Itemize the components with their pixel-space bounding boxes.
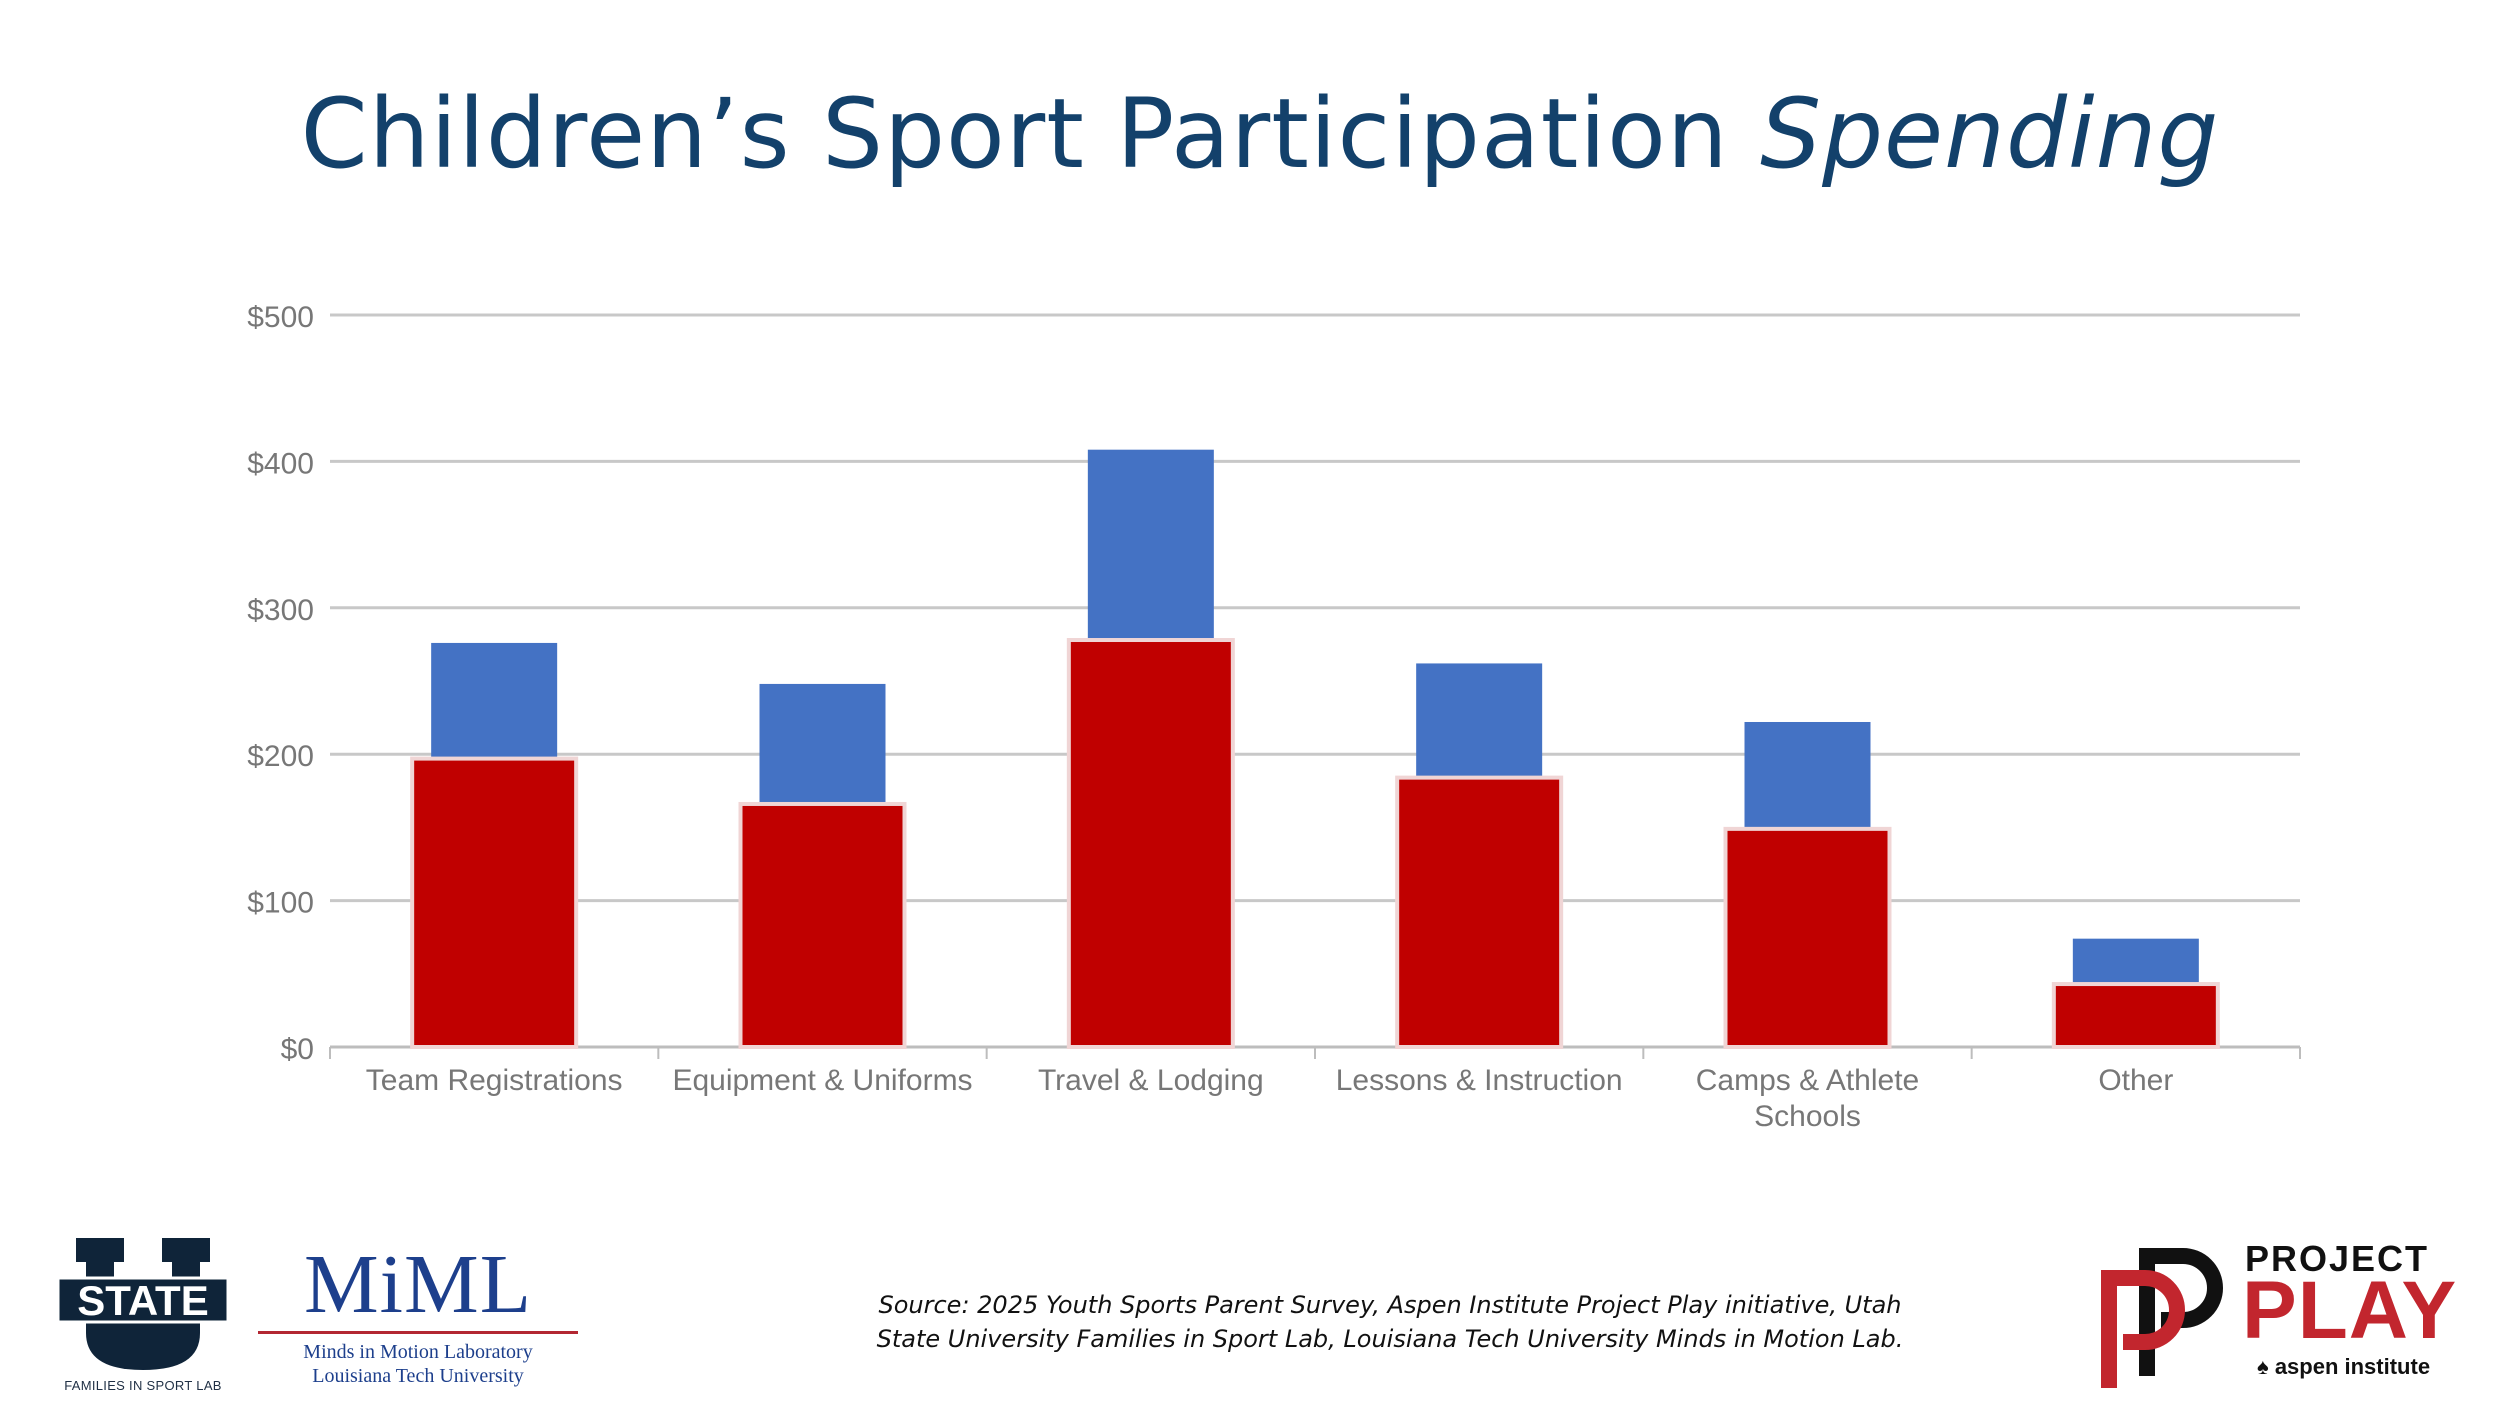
x-tick-label: Equipment & Uniforms [672, 1064, 972, 1097]
miml-line-1: Minds in Motion Laboratory [303, 1341, 533, 1363]
bar-series-2 [1066, 638, 1235, 1049]
project-play-word-play: PLAY [2242, 1265, 2458, 1356]
x-tick-label: Lessons & Instruction [1336, 1064, 1623, 1097]
y-tick-label: $500 [247, 301, 314, 334]
usu-wordmark: STATE [77, 1277, 208, 1324]
spade-icon: ♠ [2257, 1354, 2269, 1379]
title-main: Children’s Sport Participation [300, 78, 1761, 190]
project-play-pp-mark [2101, 1248, 2223, 1388]
gridlines [329, 313, 2301, 1059]
project-play-word-project: PROJECT [2245, 1238, 2430, 1279]
x-tick-label-line: Schools [1754, 1100, 1861, 1133]
x-tick-label-line: Team Registrations [366, 1064, 623, 1097]
miml-logo: MiML Minds in Motion Laboratory Louisian… [258, 1238, 578, 1388]
x-tick-label-line: Camps & Athlete [1696, 1064, 1919, 1097]
usu-lab-caption: FAMILIES IN SPORT LAB [64, 1378, 222, 1393]
x-tick-label-line: Travel & Lodging [1038, 1064, 1264, 1097]
spending-bar-chart: $0 $100 $200 $300 $400 $500 Team Registration… [247, 301, 2301, 1133]
miml-line-2: Louisiana Tech University [312, 1365, 524, 1387]
aspen-institute-text: aspen institute [2274, 1354, 2431, 1379]
title-italic: Spending [1760, 78, 2220, 190]
bar-series-2 [410, 756, 579, 1049]
usu-u-state-mark: STATE [58, 1238, 228, 1370]
x-tick-label-line: Lessons & Instruction [1336, 1064, 1623, 1097]
bar-series-2 [2051, 982, 2220, 1049]
y-tick-label: $200 [247, 740, 314, 773]
x-tick-label: Travel & Lodging [1038, 1064, 1264, 1097]
y-tick-label: $0 [281, 1033, 314, 1066]
y-tick-label: $300 [247, 594, 314, 627]
source-line-2: State University Families in Sport Lab, … [876, 1325, 1904, 1353]
bar-series-2 [738, 801, 907, 1050]
bar-series-2 [1395, 775, 1564, 1050]
miml-divider [258, 1331, 578, 1334]
source-line-1: Source: 2025 Youth Sports Parent Survey,… [878, 1291, 1902, 1319]
source-note: Source: 2025 Youth Sports Parent Survey,… [650, 1288, 2130, 1356]
bars [410, 449, 2220, 1050]
x-axis-tick-labels: Team Registrations Equipment & Uniforms Tr… [366, 1064, 2174, 1133]
x-tick-label-line: Other [2098, 1064, 2173, 1097]
x-tick-label: Camps & Athlete Schools [1696, 1064, 1919, 1133]
y-tick-label: $400 [247, 447, 314, 480]
miml-wordmark: MiML [303, 1238, 533, 1331]
y-axis-tick-labels: $0 $100 $200 $300 $400 $500 [247, 301, 314, 1066]
page-title: Children’s Sport Participation Spending [0, 78, 2520, 190]
usu-families-in-sport-lab-logo: STATE FAMILIES IN SPORT LAB [58, 1238, 228, 1393]
x-tick-label: Team Registrations [366, 1064, 623, 1097]
bar-series-2 [1723, 826, 1892, 1050]
y-tick-label: $100 [247, 887, 314, 920]
aspen-institute-tagline: ♠ aspen institute [2257, 1354, 2430, 1380]
x-tick-label: Other [2098, 1064, 2173, 1097]
x-tick-label-line: Equipment & Uniforms [672, 1064, 972, 1097]
project-play-logo: PROJECT PLAY ♠ aspen institute [2095, 1238, 2495, 1388]
